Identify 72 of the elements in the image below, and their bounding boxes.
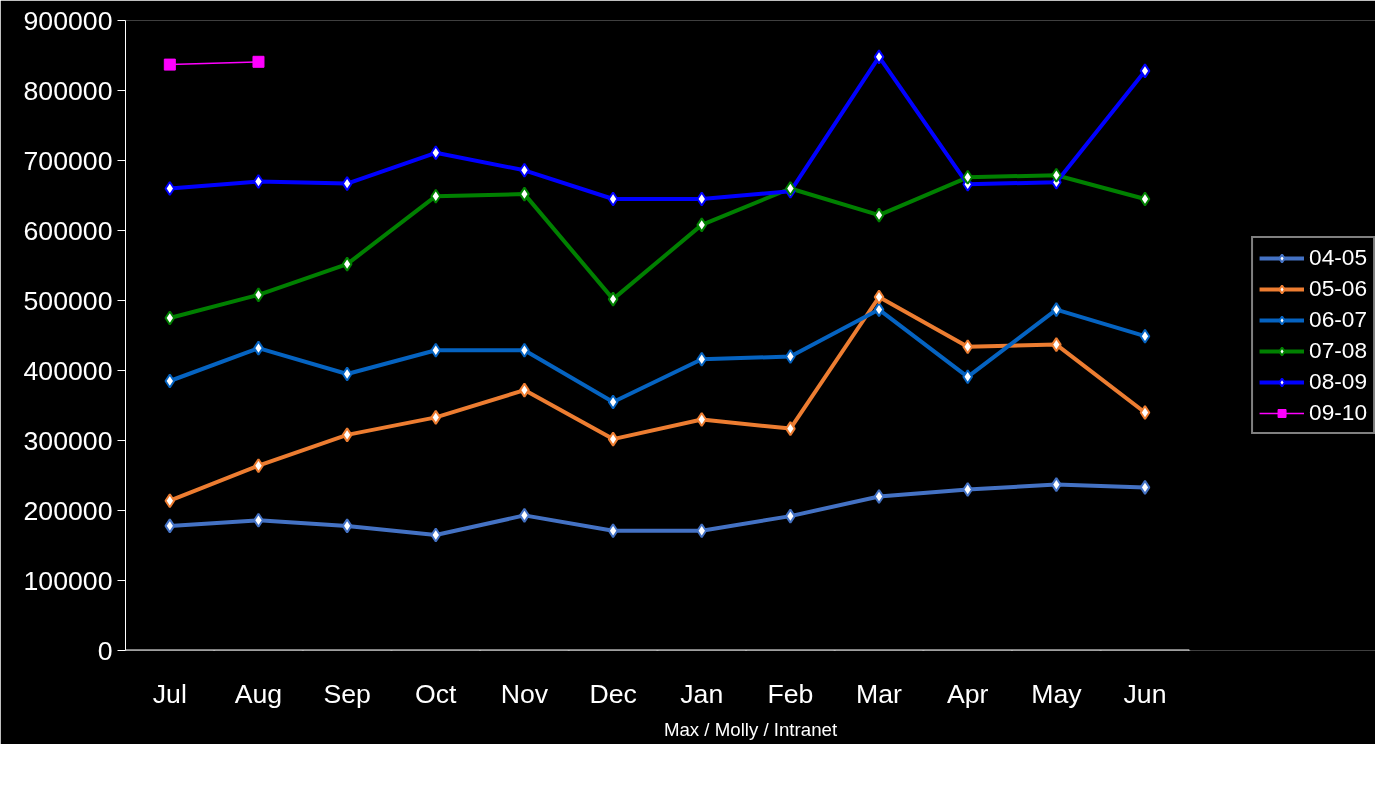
point bbox=[607, 394, 619, 410]
point bbox=[341, 256, 353, 272]
x-tick-label: Oct bbox=[415, 678, 458, 709]
y-tick-label: 100000 bbox=[23, 565, 113, 596]
point bbox=[962, 482, 974, 497]
y-tick-label: 700000 bbox=[23, 145, 113, 176]
legend-label: 07-08 bbox=[1309, 337, 1367, 364]
point bbox=[1139, 405, 1151, 420]
x-tick-label: Jul bbox=[152, 678, 187, 709]
point bbox=[430, 527, 442, 543]
point bbox=[696, 412, 708, 427]
point bbox=[873, 207, 885, 223]
legend-label: 08-09 bbox=[1309, 368, 1367, 395]
x-tick-label: Mar bbox=[856, 678, 903, 709]
point bbox=[430, 188, 442, 204]
point bbox=[1139, 479, 1151, 495]
x-tick-label: Dec bbox=[589, 678, 637, 709]
x-tick-label: Sep bbox=[323, 678, 371, 709]
point bbox=[962, 339, 974, 355]
x-tick-label: Nov bbox=[500, 678, 549, 709]
legend-label: 09-10 bbox=[1309, 399, 1367, 426]
y-tick-label: 200000 bbox=[23, 495, 113, 526]
point bbox=[873, 302, 885, 318]
point bbox=[607, 291, 619, 307]
point bbox=[607, 431, 619, 447]
point bbox=[962, 169, 974, 185]
y-tick-label: 0 bbox=[97, 635, 113, 666]
point bbox=[341, 366, 353, 382]
x-tick-label: Aug bbox=[234, 678, 283, 709]
point bbox=[164, 493, 176, 509]
legend-label: 05-06 bbox=[1309, 275, 1367, 302]
point bbox=[873, 489, 885, 504]
x-tick-label: May bbox=[1031, 678, 1083, 709]
point bbox=[164, 373, 176, 389]
point bbox=[341, 427, 353, 443]
point bbox=[164, 310, 176, 326]
point bbox=[607, 523, 619, 539]
y-tick-label: 400000 bbox=[23, 355, 113, 386]
legend-label: 06-07 bbox=[1309, 306, 1367, 333]
point bbox=[785, 349, 796, 364]
y-tick-label: 800000 bbox=[23, 75, 113, 106]
point bbox=[962, 369, 974, 385]
point bbox=[164, 181, 176, 196]
legend-label: 04-05 bbox=[1309, 244, 1367, 271]
point bbox=[163, 58, 176, 71]
x-tick-label: Apr bbox=[946, 678, 989, 709]
point bbox=[164, 518, 176, 534]
point bbox=[696, 191, 708, 207]
point bbox=[1139, 191, 1151, 207]
point bbox=[341, 176, 353, 192]
point bbox=[253, 174, 264, 189]
point bbox=[341, 518, 353, 534]
y-tick-label: 900000 bbox=[23, 5, 113, 36]
x-tick-label: Jun bbox=[1123, 678, 1167, 709]
point bbox=[696, 523, 708, 539]
point bbox=[430, 145, 442, 161]
point bbox=[873, 289, 885, 305]
point bbox=[430, 409, 442, 425]
x-tick-label: Jan bbox=[680, 678, 724, 709]
point bbox=[1139, 328, 1151, 344]
point bbox=[696, 351, 708, 367]
point bbox=[252, 55, 265, 68]
text: Max / Molly / Intranet bbox=[663, 718, 838, 740]
point bbox=[696, 217, 708, 233]
y-tick-label: 500000 bbox=[23, 285, 113, 316]
point bbox=[430, 342, 442, 358]
point bbox=[607, 191, 619, 207]
y-tick-label: 300000 bbox=[23, 425, 113, 456]
point bbox=[1139, 63, 1151, 79]
x-tick-label: Feb bbox=[767, 678, 814, 709]
point bbox=[873, 49, 885, 65]
y-tick-label: 600000 bbox=[23, 215, 113, 246]
